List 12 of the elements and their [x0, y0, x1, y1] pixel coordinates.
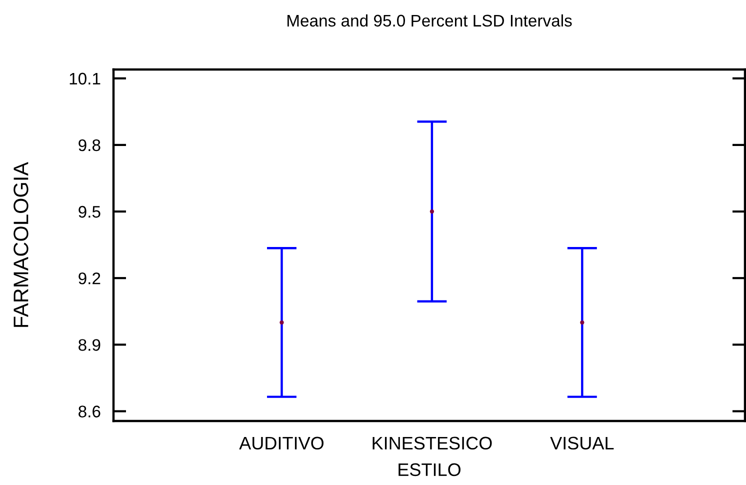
chart-title: Means and 95.0 Percent LSD Intervals: [287, 14, 572, 27]
y-tick-label: 9.5: [78, 206, 100, 218]
y-tick-label: 9.2: [78, 272, 100, 284]
x-tick-label: AUDITIVO: [239, 436, 324, 450]
x-axis-title: ESTILO: [398, 463, 460, 476]
x-tick-label: VISUAL: [550, 436, 614, 450]
y-tick-label: 8.6: [78, 406, 100, 418]
y-tick-label: 9.8: [78, 139, 100, 152]
y-tick-label: 8.9: [78, 339, 100, 351]
y-axis-title: FARMACOLOGIA: [14, 162, 28, 327]
y-tick-label: 10.1: [70, 72, 100, 85]
x-tick-label: KINESTESICO: [372, 436, 492, 450]
